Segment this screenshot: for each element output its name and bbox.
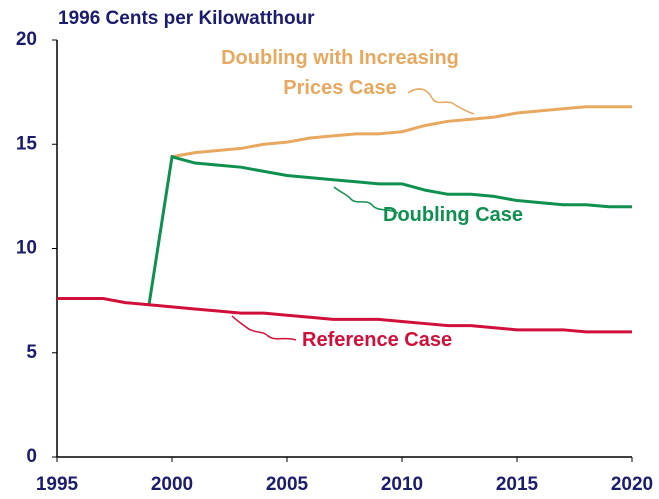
series-label: Reference Case [302, 329, 453, 351]
series-label: Doubling with Increasing Prices Case [221, 47, 459, 99]
y-tick-label: 0 [26, 446, 37, 467]
y-tick-label: 15 [16, 133, 38, 154]
chart-title: 1996 Cents per Kilowatthour [58, 8, 315, 29]
y-tick-label: 10 [16, 238, 37, 259]
callout-arrow [333, 186, 399, 214]
x-tick-label: 2010 [381, 474, 423, 495]
y-tick-label: 5 [26, 342, 37, 363]
x-tick-label: 2015 [496, 474, 539, 495]
series-line [147, 154, 632, 306]
x-tick-label: 2000 [151, 474, 193, 495]
series-line [57, 297, 632, 334]
series-line [171, 105, 632, 159]
y-tick-label: 20 [16, 29, 37, 50]
series-label: Doubling Case [383, 204, 524, 226]
x-tick-label: 2005 [266, 474, 309, 495]
callout-arrow [407, 88, 475, 115]
callout-arrow [231, 315, 297, 341]
x-tick-label: 1995 [36, 474, 79, 495]
callouts [231, 88, 475, 341]
x-tick-label: 2020 [611, 474, 653, 495]
